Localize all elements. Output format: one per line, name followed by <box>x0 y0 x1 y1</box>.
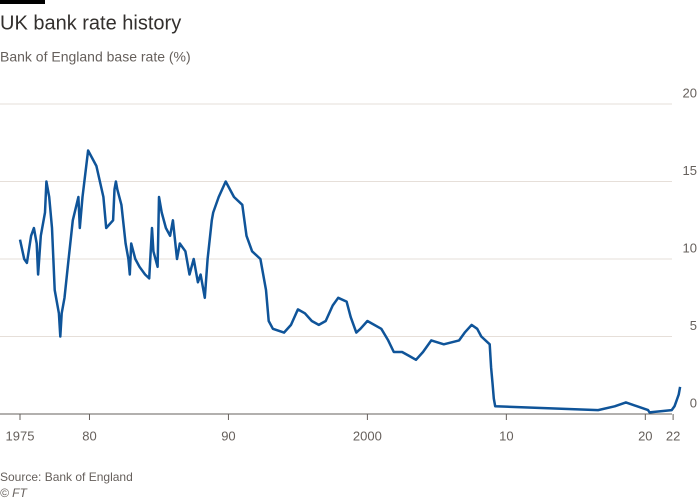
y-tick-label: 0 <box>690 395 697 410</box>
x-tick-label: 80 <box>82 428 96 443</box>
y-tick-label: 5 <box>690 318 697 333</box>
y-tick-label: 20 <box>683 85 697 100</box>
brand-bar <box>0 0 45 4</box>
source: Source: Bank of England <box>0 470 133 484</box>
x-tick-label: 1975 <box>6 428 35 443</box>
x-tick-label: 2000 <box>353 428 382 443</box>
x-tick-label: 20 <box>638 428 652 443</box>
y-tick-label: 10 <box>683 240 697 255</box>
x-tick-label: 90 <box>221 428 235 443</box>
rate-line <box>18 149 682 414</box>
y-tick-label: 15 <box>683 163 697 178</box>
x-tick-label: 10 <box>499 428 513 443</box>
chart-subtitle: Bank of England base rate (%) <box>0 49 191 65</box>
chart-title: UK bank rate history <box>0 12 181 34</box>
x-tick-label: 22 <box>666 428 680 443</box>
credit: © FT <box>0 486 29 500</box>
